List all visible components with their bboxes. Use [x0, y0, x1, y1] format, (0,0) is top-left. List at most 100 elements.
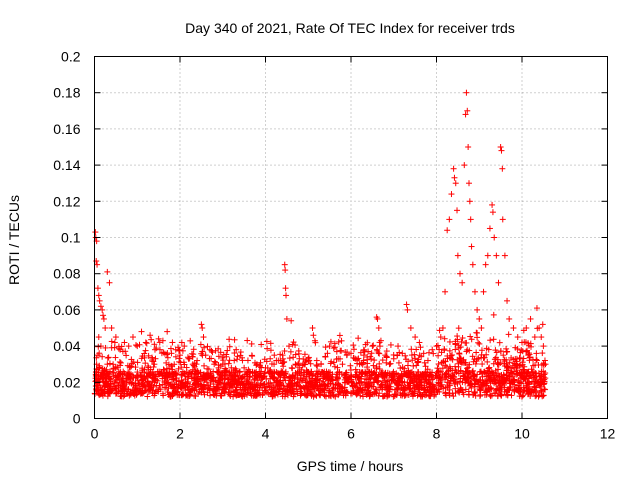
data-point — [505, 369, 512, 376]
data-point — [106, 373, 113, 380]
data-point — [223, 367, 230, 374]
data-point — [326, 389, 333, 396]
data-point — [292, 362, 299, 369]
data-point — [355, 377, 362, 384]
data-point — [178, 392, 185, 399]
data-point — [169, 339, 176, 346]
data-point — [350, 342, 357, 349]
data-point — [457, 354, 464, 361]
data-point — [508, 392, 515, 399]
data-point — [164, 328, 171, 335]
data-point — [219, 375, 226, 382]
data-point — [283, 315, 290, 322]
data-point — [522, 376, 529, 383]
data-point — [387, 341, 394, 348]
y-tick-label: 0.04 — [53, 338, 80, 354]
data-point — [286, 343, 293, 350]
data-point — [263, 375, 270, 382]
data-point — [306, 378, 313, 385]
data-point — [492, 356, 499, 363]
data-point — [531, 383, 538, 390]
data-point — [228, 382, 235, 389]
data-point — [360, 359, 367, 366]
data-point — [464, 107, 471, 114]
data-point — [333, 377, 340, 384]
data-point — [234, 356, 241, 363]
data-point — [104, 354, 111, 361]
data-point — [456, 379, 463, 386]
data-point — [429, 369, 436, 376]
data-point — [452, 180, 459, 187]
data-point — [527, 315, 534, 322]
data-point — [105, 388, 112, 395]
data-point — [387, 360, 394, 367]
data-point — [525, 375, 532, 382]
data-point — [157, 386, 164, 393]
data-point — [173, 375, 180, 382]
data-point — [474, 378, 481, 385]
data-point — [497, 359, 504, 366]
data-point — [499, 216, 506, 223]
data-point — [277, 351, 284, 358]
data-point — [204, 371, 211, 378]
data-point — [483, 373, 490, 380]
data-point — [524, 370, 531, 377]
data-point — [152, 355, 159, 362]
data-point — [251, 376, 258, 383]
data-point — [181, 361, 188, 368]
data-point — [466, 369, 473, 376]
data-point — [464, 346, 471, 353]
data-point — [522, 339, 529, 346]
data-point — [257, 380, 264, 387]
data-point — [104, 268, 111, 275]
data-point — [325, 381, 332, 388]
data-point — [317, 387, 324, 394]
data-point — [304, 392, 311, 399]
data-point — [336, 332, 343, 339]
data-point — [491, 234, 498, 241]
data-point — [326, 343, 333, 350]
data-point — [197, 369, 204, 376]
data-point — [444, 227, 451, 234]
data-point — [416, 352, 423, 359]
data-point — [440, 358, 447, 365]
data-point — [398, 384, 405, 391]
data-point — [438, 349, 445, 356]
data-point — [531, 334, 538, 341]
data-point — [475, 355, 482, 362]
x-tick-labels: 0 2 4 6 8 10 12 — [91, 426, 616, 442]
data-point — [497, 144, 504, 150]
data-point — [445, 367, 452, 374]
data-point — [424, 357, 431, 364]
data-point — [267, 340, 274, 347]
data-point — [383, 359, 390, 366]
data-point — [233, 384, 240, 391]
data-point — [446, 216, 453, 223]
data-point — [325, 372, 332, 379]
data-point — [414, 378, 421, 385]
data-point — [152, 377, 159, 384]
data-point — [290, 339, 297, 346]
data-point — [541, 357, 548, 364]
data-point — [373, 365, 380, 372]
data-point — [446, 380, 453, 387]
data-point — [348, 350, 354, 357]
data-point — [161, 370, 168, 377]
data-point — [333, 348, 340, 355]
data-point — [163, 380, 170, 387]
data-point — [108, 344, 115, 351]
data-point — [344, 376, 351, 383]
data-point — [348, 373, 355, 380]
data-point — [127, 390, 134, 397]
data-point — [499, 165, 506, 172]
y-tick-label: 0.1 — [61, 230, 81, 246]
y-tick-label: 0.08 — [53, 266, 80, 282]
data-point — [211, 386, 218, 393]
data-point — [371, 357, 378, 364]
data-point — [278, 368, 285, 375]
data-point — [199, 325, 206, 331]
data-point — [435, 352, 442, 359]
data-point — [376, 339, 383, 346]
data-point — [261, 384, 268, 391]
data-point — [516, 388, 523, 395]
